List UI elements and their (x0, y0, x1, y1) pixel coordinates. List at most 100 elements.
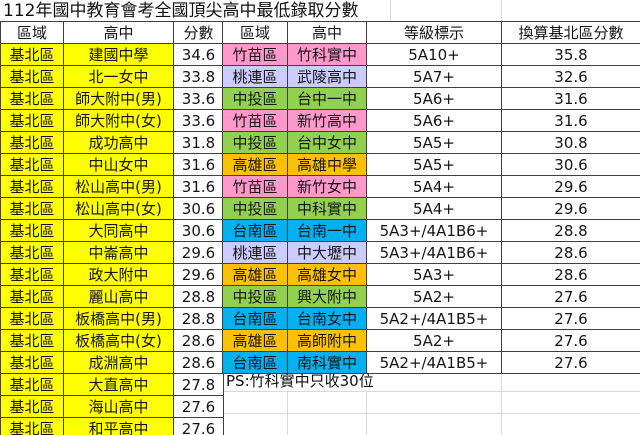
grade-cell: 5A3+ (366, 263, 502, 286)
converted-score-cell: 29.6 (501, 175, 640, 198)
grade-cell: 5A6+ (366, 87, 502, 110)
table-row: 台南區 台南女中 5A2+/4A1B5+ 27.6 (222, 307, 640, 330)
table-row: 竹苗區 新竹女中 5A4+ 29.6 (222, 175, 640, 198)
table-row: 基北區 北一女中 33.8 (0, 65, 224, 88)
region-cell: 基北區 (0, 219, 64, 242)
school-cell: 台中一中 (287, 87, 367, 110)
school-cell: 成功高中 (63, 131, 174, 154)
region-cell: 基北區 (0, 109, 64, 132)
table-header: 區域 高中 等級標示 換算基北區分數 (222, 21, 640, 44)
table-row: 中投區 興大附中 5A2+ 27.6 (222, 285, 640, 308)
score-cell: 31.6 (173, 175, 224, 198)
score-cell: 27.6 (173, 395, 224, 418)
region-cell: 台南區 (222, 219, 288, 242)
region-cell: 基北區 (0, 43, 64, 66)
score-cell: 30.6 (173, 219, 224, 242)
converted-score-cell: 32.6 (501, 65, 640, 88)
school-cell: 松山高中(女) (63, 197, 174, 220)
table-row: 基北區 海山高中 27.6 (0, 395, 224, 418)
region-cell: 基北區 (0, 395, 64, 418)
grade-cell: 5A3+/4A1B6+ (366, 219, 502, 242)
col-header-region: 區域 (0, 21, 64, 44)
school-cell: 板橋高中(男) (63, 307, 174, 330)
table-row: 基北區 麗山高中 28.8 (0, 285, 224, 308)
school-cell: 大同高中 (63, 219, 174, 242)
table-row: 基北區 師大附中(男) 33.6 (0, 87, 224, 110)
region-cell: 基北區 (0, 175, 64, 198)
school-cell: 松山高中(男) (63, 175, 174, 198)
table-row: 基北區 成淵高中 28.6 (0, 351, 224, 374)
grade-cell: 5A6+ (366, 109, 502, 132)
school-cell: 高雄中學 (287, 153, 367, 176)
region-cell: 中投區 (222, 197, 288, 220)
score-cell: 31.6 (173, 153, 224, 176)
table-row: 中投區 台中一中 5A6+ 31.6 (222, 87, 640, 110)
region-cell: 竹苗區 (222, 109, 288, 132)
region-cell: 基北區 (0, 197, 64, 220)
table-row: 基北區 中崙高中 29.6 (0, 241, 224, 264)
table-row: 基北區 建國中學 34.6 (0, 43, 224, 66)
school-cell: 高雄女中 (287, 263, 367, 286)
region-cell: 基北區 (0, 241, 64, 264)
grade-cell: 5A7+ (366, 65, 502, 88)
school-cell: 中大壢中 (287, 241, 367, 264)
score-cell: 31.8 (173, 131, 224, 154)
table-row: 基北區 師大附中(女) 33.6 (0, 109, 224, 132)
score-cell: 28.8 (173, 285, 224, 308)
converted-score-cell: 35.8 (501, 43, 640, 66)
school-cell: 新竹高中 (287, 109, 367, 132)
score-cell: 28.8 (173, 307, 224, 330)
table-row: 高雄區 高雄女中 5A3+ 28.6 (222, 263, 640, 286)
table-body: 竹苗區 竹科實中 5A10+ 35.8 桃連區 武陵高中 5A7+ 32.6 中投區 台中一中 5A… (222, 43, 640, 374)
col-header-converted-score: 換算基北區分數 (501, 21, 640, 44)
header-row: 區域 高中 等級標示 換算基北區分數 (222, 21, 640, 44)
school-cell: 台南女中 (287, 307, 367, 330)
school-cell: 大直高中 (63, 373, 174, 396)
grade-cell: 5A2+/4A1B5+ (366, 351, 502, 374)
grade-cell: 5A5+ (366, 131, 502, 154)
region-cell: 基北區 (0, 417, 64, 435)
table-header: 區域 高中 分數 (0, 21, 224, 44)
page-title: 112年國中教育會考全國頂尖高中最低錄取分數 (3, 1, 359, 21)
table-row: 高雄區 高師附中 5A2+ 27.6 (222, 329, 640, 352)
school-cell: 建國中學 (63, 43, 174, 66)
region-cell: 基北區 (0, 329, 64, 352)
school-cell: 北一女中 (63, 65, 174, 88)
score-cell: 33.6 (173, 87, 224, 110)
grade-cell: 5A2+/4A1B5+ (366, 307, 502, 330)
school-cell: 武陵高中 (287, 65, 367, 88)
school-cell: 台中女中 (287, 131, 367, 154)
school-cell: 台南一中 (287, 219, 367, 242)
table-row: 基北區 大同高中 30.6 (0, 219, 224, 242)
ps-note: PS:竹科實中只收30位 (226, 372, 374, 390)
table-row: 基北區 政大附中 29.6 (0, 263, 224, 286)
table-row: 竹苗區 竹科實中 5A10+ 35.8 (222, 43, 640, 66)
region-cell: 基北區 (0, 87, 64, 110)
table-row: 中投區 中科實中 5A4+ 29.6 (222, 197, 640, 220)
converted-score-cell: 31.6 (501, 109, 640, 132)
region-cell: 竹苗區 (222, 43, 288, 66)
score-cell: 29.6 (173, 241, 224, 264)
region-cell: 中投區 (222, 285, 288, 308)
region-cell: 基北區 (0, 307, 64, 330)
score-cell: 33.6 (173, 109, 224, 132)
region-cell: 基北區 (0, 65, 64, 88)
converted-score-cell: 27.6 (501, 285, 640, 308)
region-cell: 基北區 (0, 131, 64, 154)
grade-cell: 5A10+ (366, 43, 502, 66)
region-cell: 桃連區 (222, 241, 288, 264)
converted-score-cell: 29.6 (501, 197, 640, 220)
converted-score-cell: 27.6 (501, 307, 640, 330)
school-cell: 麗山高中 (63, 285, 174, 308)
col-header-region: 區域 (222, 21, 288, 44)
converted-score-cell: 31.6 (501, 87, 640, 110)
school-cell: 中山女中 (63, 153, 174, 176)
col-header-grade-mark: 等級標示 (366, 21, 502, 44)
school-cell: 南科實中 (287, 351, 367, 374)
region-cell: 台南區 (222, 351, 288, 374)
school-cell: 師大附中(男) (63, 87, 174, 110)
region-cell: 高雄區 (222, 153, 288, 176)
col-header-school: 高中 (63, 21, 174, 44)
score-cell: 28.6 (173, 329, 224, 352)
